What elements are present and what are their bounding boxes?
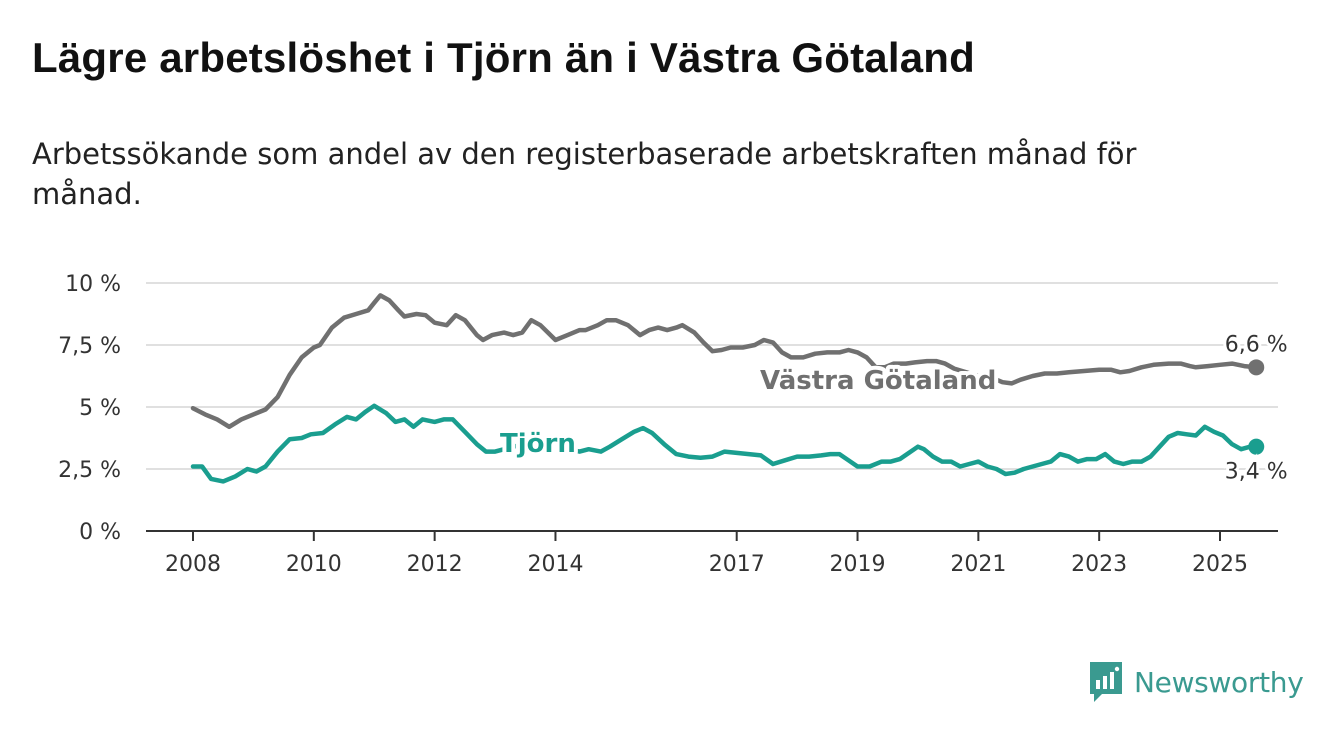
x-tick-label: 2008 <box>165 552 221 577</box>
series-label-vastra-gotaland: Västra Götaland <box>760 366 996 396</box>
x-tick-label: 2012 <box>407 552 463 577</box>
x-tick-label: 2017 <box>709 552 765 577</box>
x-tick-label: 2023 <box>1071 552 1127 577</box>
x-tick-label: 2021 <box>950 552 1006 577</box>
chart-title: Lägre arbetslöshet i Tjörn än i Västra G… <box>32 34 975 81</box>
brand-logo: Newsworthy <box>1088 660 1304 704</box>
series-label-tjorn: Tjörn <box>500 429 576 459</box>
newsworthy-logo-icon <box>1090 662 1122 702</box>
series-line-tjorn <box>190 403 1259 484</box>
chart-subtitle: Arbetssökande som andel av den registerb… <box>32 137 1137 211</box>
end-dot-vastra-gotaland <box>1248 359 1265 376</box>
y-tick-label: 10 % <box>65 272 121 297</box>
y-tick-label: 2,5 % <box>58 458 121 483</box>
y-tick-label: 0 % <box>79 520 121 545</box>
end-value-tjorn: 3,4 % <box>1225 460 1288 485</box>
y-tick-label: 7,5 % <box>58 334 121 359</box>
x-tick-label: 2019 <box>830 552 886 577</box>
x-tick-label: 2025 <box>1192 552 1248 577</box>
end-dot-tjorn <box>1248 438 1265 455</box>
x-tick-label: 2010 <box>286 552 342 577</box>
y-tick-label: 5 % <box>79 396 121 421</box>
brand-name: Newsworthy <box>1134 665 1304 699</box>
end-value-vastra-gotaland: 6,6 % <box>1225 332 1288 357</box>
x-tick-label: 2014 <box>527 552 583 577</box>
series-line-vastra-gotaland <box>190 293 1259 430</box>
